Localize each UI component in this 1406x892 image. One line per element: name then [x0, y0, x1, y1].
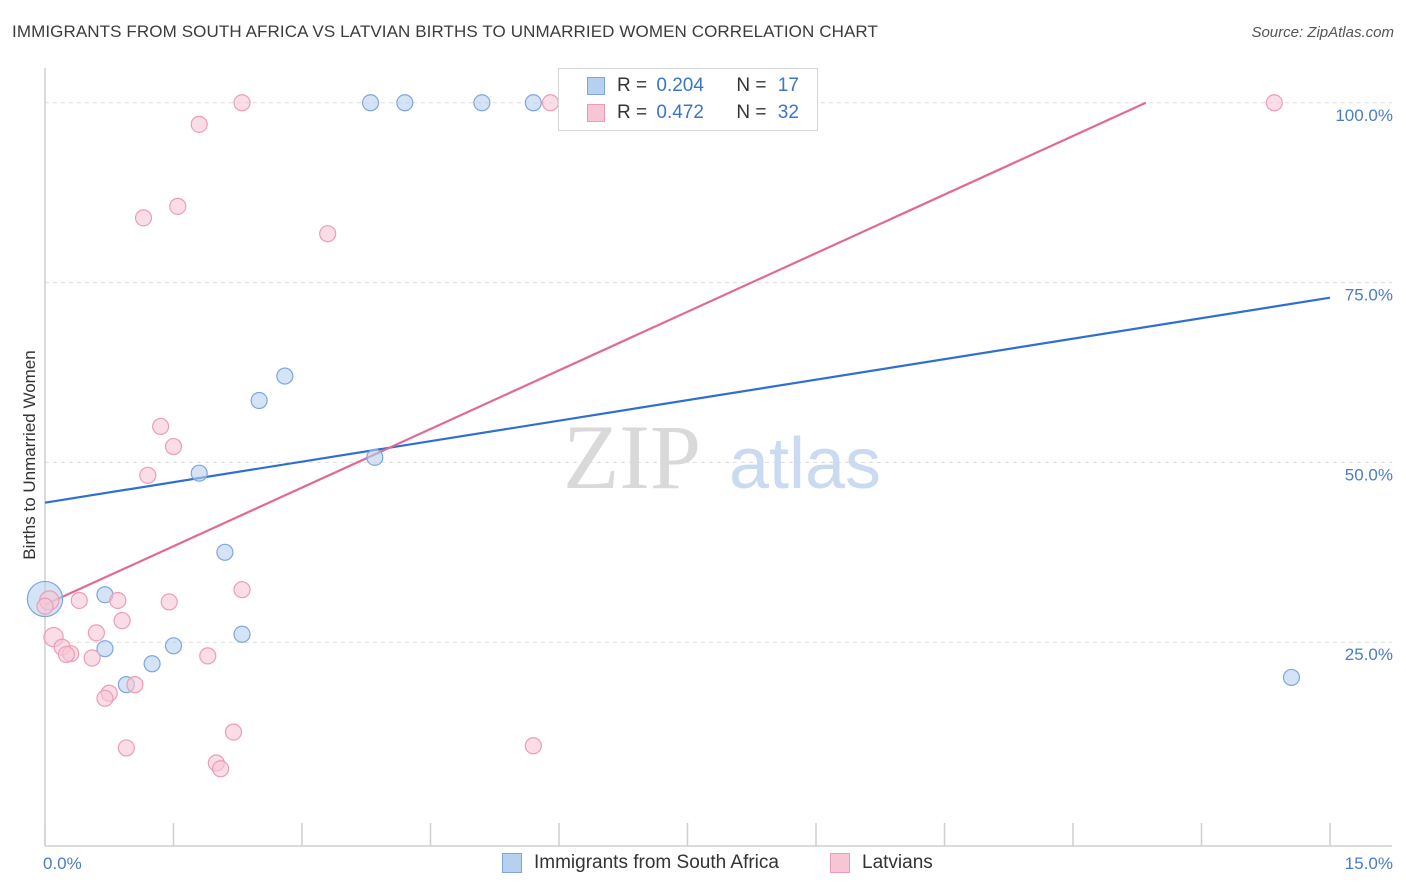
- legend-n-label: N =: [736, 102, 767, 123]
- pink-data-point: [36, 597, 54, 615]
- pink-data-point: [233, 581, 251, 599]
- blue-data-point: [473, 94, 491, 112]
- legend-row-latvians: R = 0.472 N = 32: [587, 101, 799, 125]
- bottom-legend-south-africa: Immigrants from South Africa: [502, 852, 779, 874]
- correlation-legend: R = 0.204 N = 17 R = 0.472 N = 32: [558, 68, 818, 131]
- y-tick-label: 25.0%: [1345, 645, 1393, 664]
- pink-data-point: [541, 94, 560, 112]
- legend-n-value: 17: [777, 75, 799, 96]
- pink-data-point: [199, 647, 217, 665]
- legend-r-label: R =: [617, 75, 648, 96]
- blue-data-point: [524, 94, 542, 112]
- pink-data-point: [169, 197, 187, 215]
- blue-data-point: [143, 655, 161, 673]
- blue-data-point: [216, 543, 234, 561]
- blue-data-point: [366, 448, 384, 466]
- blue-data-point: [190, 464, 208, 482]
- pink-data-point: [1265, 94, 1283, 112]
- pink-data-point: [224, 723, 243, 741]
- watermark: ZIP atlas: [563, 406, 881, 508]
- y-tick-label: 100.0%: [1335, 106, 1393, 125]
- bottom-legend-label: Latvians: [862, 852, 933, 873]
- bottom-legend-swatch-blue: [502, 853, 522, 873]
- pink-data-point: [117, 739, 135, 757]
- bottom-legend-label: Immigrants from South Africa: [534, 852, 779, 873]
- x-tick-label: 15.0%: [1345, 854, 1393, 873]
- pink-data-point: [87, 624, 106, 642]
- legend-n-value: 32: [777, 102, 799, 123]
- legend-r-value: 0.204: [656, 75, 704, 96]
- blue-data-point: [1282, 668, 1301, 687]
- pink-data-point: [96, 689, 114, 707]
- bottom-legend-latvians: Latvians: [830, 852, 933, 874]
- pink-data-point: [160, 593, 178, 611]
- pink-data-point: [233, 94, 251, 112]
- blue-data-point: [396, 94, 414, 112]
- pink-data-point: [212, 760, 230, 778]
- blue-data-point: [96, 640, 114, 658]
- trend-lines: [44, 101, 1331, 606]
- blue-data-point: [233, 625, 251, 643]
- blue-data-point: [276, 367, 294, 385]
- pink-data-point: [134, 209, 153, 227]
- legend-swatch-pink: [587, 104, 605, 122]
- data-points: [26, 94, 1301, 778]
- source-label: Source: ZipAtlas.com: [1251, 24, 1394, 41]
- blue-data-point: [250, 391, 268, 410]
- bottom-legend-swatch-pink: [830, 853, 850, 873]
- blue-trend-line: [44, 296, 1331, 504]
- legend-n-label: N =: [736, 75, 767, 96]
- pink-trend-line: [44, 101, 1147, 606]
- legend-swatch-blue: [587, 77, 605, 95]
- blue-data-point: [164, 637, 183, 655]
- pink-data-point: [319, 225, 337, 243]
- pink-data-point: [164, 437, 183, 456]
- pink-data-point: [152, 417, 170, 436]
- pink-data-point: [83, 649, 101, 667]
- pink-data-point: [524, 737, 542, 755]
- chart-title: IMMIGRANTS FROM SOUTH AFRICA VS LATVIAN …: [12, 22, 878, 41]
- legend-r-label: R =: [617, 102, 648, 123]
- tick-labels: 25.0% 50.0% 75.0% 100.0% 0.0% 15.0%: [43, 106, 1393, 873]
- legend-row-south-africa: R = 0.204 N = 17: [587, 74, 799, 98]
- pink-data-point: [190, 115, 208, 133]
- blue-data-point: [361, 94, 380, 112]
- y-axis-title: Births to Unmarried Women: [20, 350, 39, 559]
- x-tick-label: 0.0%: [43, 854, 82, 873]
- watermark-zip: ZIP: [563, 406, 701, 508]
- pink-data-point: [57, 645, 76, 664]
- pink-data-point: [126, 676, 144, 694]
- axes: [44, 68, 1392, 847]
- pink-data-point: [109, 591, 127, 610]
- gridlines: [45, 102, 1392, 643]
- watermark-atlas: atlas: [729, 424, 881, 504]
- y-tick-label: 50.0%: [1345, 465, 1393, 484]
- y-tick-label: 75.0%: [1345, 286, 1393, 305]
- pink-data-point: [113, 612, 131, 630]
- legend-r-value: 0.472: [656, 102, 704, 123]
- pink-data-point: [139, 466, 157, 484]
- pink-data-point: [70, 591, 88, 610]
